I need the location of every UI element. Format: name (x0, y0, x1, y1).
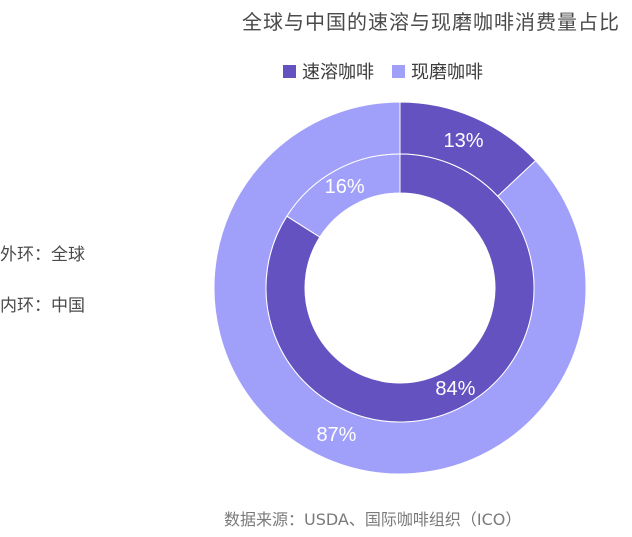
legend-swatch-ground (392, 64, 405, 78)
chart-source: 数据来源：USDA、国际咖啡组织（ICO） (224, 510, 522, 529)
inner-slice-1 (286, 153, 401, 238)
legend-item-ground: 现磨咖啡 (392, 58, 483, 84)
chart-title: 全球与中国的速溶与现磨咖啡消费量占比 (242, 10, 620, 34)
outer-slice-0-label: 13% (444, 130, 484, 152)
legend-label-ground: 现磨咖啡 (411, 62, 483, 83)
inner-slice-1-label: 16% (325, 176, 365, 198)
chart-legend: 速溶咖啡 现磨咖啡 (283, 58, 483, 84)
inner-ring-label: 内环：中国 (0, 296, 85, 316)
legend-label-instant: 速溶咖啡 (302, 62, 374, 83)
inner-slice-0 (265, 153, 535, 423)
outer-slice-1-label: 87% (316, 424, 356, 446)
legend-swatch-instant (283, 64, 296, 78)
legend-item-instant: 速溶咖啡 (283, 58, 374, 84)
outer-ring-label: 外环：全球 (0, 245, 85, 265)
inner-slice-0-label: 84% (435, 378, 475, 400)
